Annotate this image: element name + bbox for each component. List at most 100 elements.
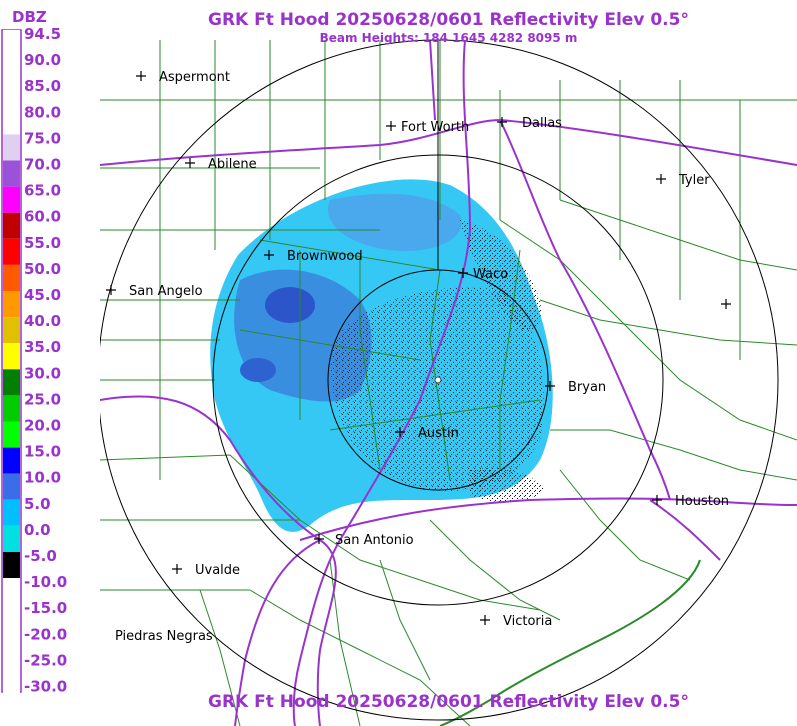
legend-value-label: 60.0: [24, 208, 61, 226]
legend-value-label: 55.0: [24, 234, 61, 252]
legend-value-label: 80.0: [24, 103, 61, 121]
legend-value-label: 65.0: [24, 182, 61, 200]
echo-core-dark: [240, 358, 276, 382]
legend-value-label: 0.0: [24, 521, 51, 539]
city-marker: Austin: [395, 426, 459, 441]
legend-color-swatch: [3, 499, 20, 526]
city-crosshair-icon: [185, 158, 195, 168]
city-label: Bryan: [568, 380, 606, 395]
legend-color-swatch: [3, 56, 20, 83]
legend-value-label: 15.0: [24, 443, 61, 461]
city-marker: Bryan: [545, 380, 606, 395]
legend-color-swatch: [3, 604, 20, 631]
legend-value-label: 90.0: [24, 51, 61, 69]
echo-area-medium: [328, 193, 462, 251]
city-label: San Antonio: [335, 533, 414, 548]
legend-value-label: 94.5: [24, 25, 61, 43]
city-label: Uvalde: [195, 563, 240, 578]
legend-color-swatch: [3, 552, 20, 579]
legend-color-swatch: [3, 30, 20, 57]
legend-color-swatch: [3, 343, 20, 370]
legend-value-label: -25.0: [24, 651, 67, 669]
city-crosshair-icon: [264, 250, 274, 260]
city-crosshair-icon: [458, 268, 468, 278]
city-label: Piedras Negras: [115, 629, 213, 644]
city-marker: Abilene: [185, 157, 257, 172]
city-label: Houston: [675, 494, 729, 509]
city-label: San Angelo: [129, 284, 203, 299]
range-rings: [100, 39, 779, 721]
legend-color-swatch: [3, 525, 20, 552]
legend-value-label: 40.0: [24, 312, 61, 330]
legend-value-label: 30.0: [24, 364, 61, 382]
legend-value-label: -30.0: [24, 678, 67, 696]
city-marker: Brownwood: [264, 249, 363, 264]
legend-color-swatch: [3, 108, 20, 135]
city-crosshair-icon: [656, 174, 666, 184]
legend-color-swatch: [3, 160, 20, 187]
legend-value-label: -20.0: [24, 625, 67, 643]
legend-color-swatch: [3, 212, 20, 239]
legend-color-swatch: [3, 186, 20, 213]
city-crosshair-icon: [106, 285, 116, 295]
legend-value-label: 5.0: [24, 495, 51, 513]
legend-color-swatch: [3, 238, 20, 265]
legend-value-label: 50.0: [24, 260, 61, 278]
gulf-coastline: [439, 559, 701, 726]
reflectivity-echoes: [210, 179, 553, 532]
legend-color-swatch: [3, 682, 20, 709]
legend-value-label: 10.0: [24, 469, 61, 487]
city-marker: Piedras Negras: [115, 629, 213, 644]
city-marker: Tyler: [656, 173, 710, 188]
legend-value-label: 75.0: [24, 129, 61, 147]
legend-color-swatch: [3, 447, 20, 474]
map-title: GRK Ft Hood 20250628/0601 Reflectivity E…: [208, 10, 689, 30]
speckle-area: [460, 220, 541, 331]
city-marker: San Angelo: [106, 284, 203, 299]
city-marker: Fort Worth: [386, 120, 469, 135]
echo-core-dark: [265, 287, 315, 323]
legend-value-label: -15.0: [24, 599, 67, 617]
city-label: Aspermont: [159, 70, 230, 85]
city-crosshair-icon: [386, 121, 396, 131]
legend-value-label: -10.0: [24, 573, 67, 591]
legend-value-label: 35.0: [24, 338, 61, 356]
city-label: Victoria: [503, 614, 552, 629]
legend-value-label: 20.0: [24, 417, 61, 435]
legend-unit-label: DBZ: [12, 8, 47, 26]
legend-color-swatch: [3, 656, 20, 683]
city-markers: Aspermont Fort Worth Dallas Abilene Tyler Bro…: [106, 70, 731, 644]
city-label: Tyler: [678, 173, 710, 188]
county-boundaries: [100, 40, 797, 726]
city-label: Brownwood: [287, 249, 363, 264]
city-label: Dallas: [522, 116, 562, 131]
city-marker: Victoria: [480, 614, 552, 629]
city-label: Austin: [418, 426, 459, 441]
city-label: Abilene: [208, 157, 257, 172]
legend-color-swatch: [3, 134, 20, 161]
city-crosshair-icon: [395, 427, 405, 437]
city-crosshair-icon: [545, 381, 555, 391]
city-marker: Houston: [652, 494, 729, 509]
legend-color-swatch: [3, 421, 20, 448]
legend-color-swatch: [3, 578, 20, 605]
legend-color-swatch: [3, 82, 20, 109]
legend-value-label: 45.0: [24, 286, 61, 304]
city-label: Fort Worth: [401, 120, 469, 135]
city-marker: San Antonio: [314, 533, 414, 548]
highways: [100, 39, 797, 726]
map-title-bottom: GRK Ft Hood 20250628/0601 Reflectivity E…: [208, 692, 689, 712]
legend-color-swatch: [3, 395, 20, 422]
legend-color-swatch: [3, 630, 20, 657]
city-marker: Aspermont: [136, 70, 230, 85]
legend-value-label: 70.0: [24, 156, 61, 174]
city-crosshair-icon: [480, 615, 490, 625]
city-crosshair-icon: [314, 534, 324, 544]
city-marker: Uvalde: [172, 563, 240, 578]
city-marker: Waco: [458, 267, 508, 282]
legend-color-swatch: [3, 264, 20, 291]
legend-color-swatch: [3, 317, 20, 344]
city-crosshair-icon: [136, 71, 146, 81]
city-crosshair-icon: [721, 299, 731, 309]
